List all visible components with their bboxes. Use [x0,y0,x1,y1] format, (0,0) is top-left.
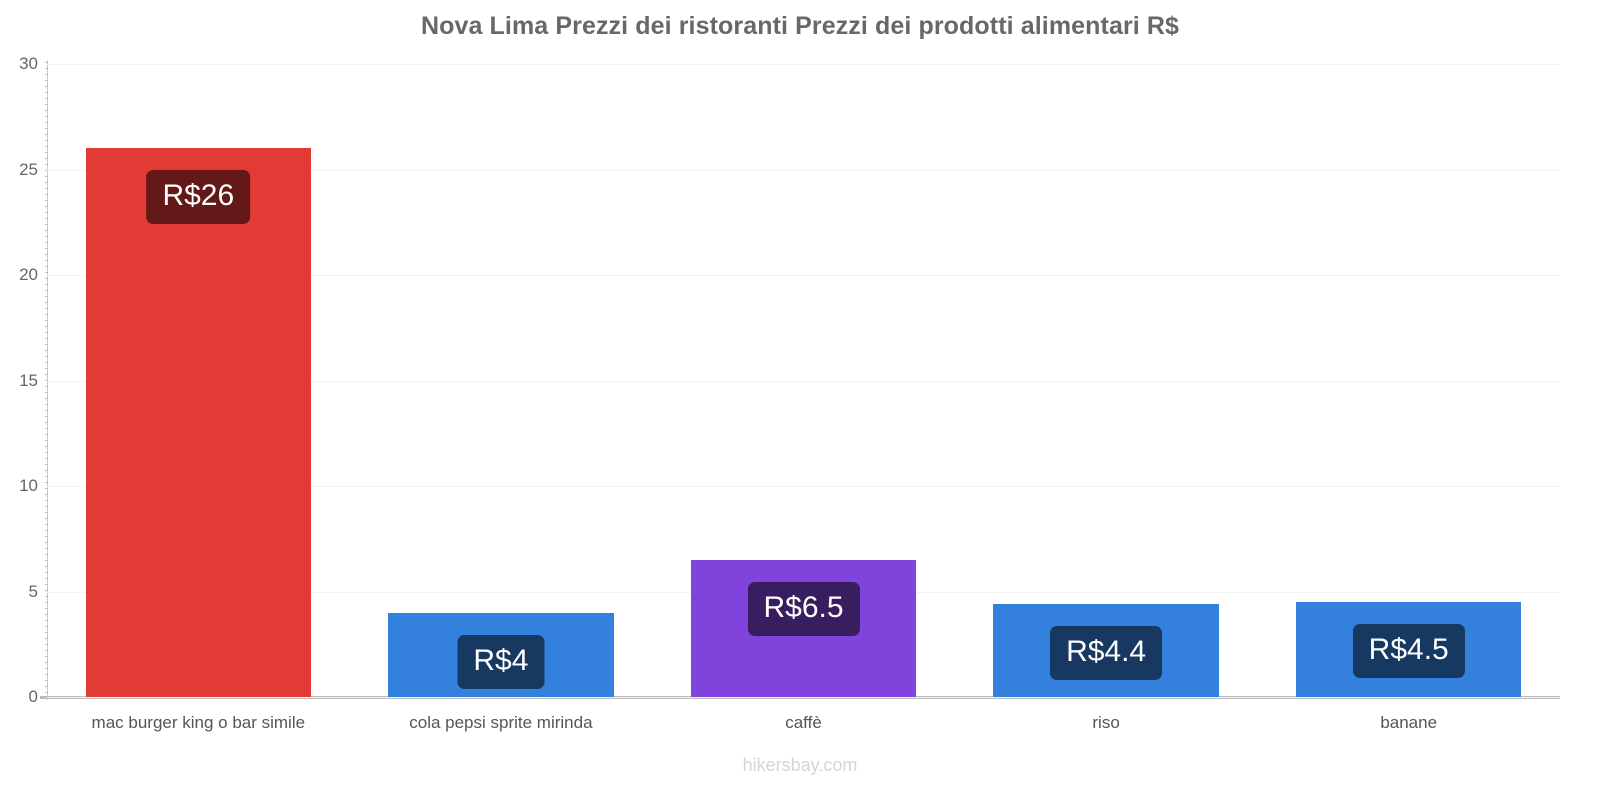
y-tick-label: 30 [19,54,38,73]
chart-title: Nova Lima Prezzi dei ristoranti Prezzi d… [420,12,1180,40]
bar-value-label: R$26 [146,170,251,225]
gridline-y-20 [47,275,1560,276]
y-tick-label: 15 [19,370,38,390]
source-watermark: hikersbay.com [742,755,858,775]
y-tick-label: 20 [19,265,38,284]
x-tick-label: caffè [785,713,822,732]
y-tick-label: 25 [19,159,38,179]
gridline-y-30 [47,64,1560,65]
bar-value-label: R$4.5 [1352,624,1465,679]
bar-value-label: R$6.5 [747,581,860,636]
y-tick-label: 0 [28,687,38,706]
x-tick-label: riso [1092,713,1120,732]
bar-value-label: R$4.4 [1050,626,1163,681]
gridline-y-25 [47,169,1560,171]
x-tick-label: cola pepsi sprite mirinda [409,713,593,732]
x-tick-label: mac burger king o bar simile [91,713,306,732]
gridline-y-15 [47,380,1560,382]
y-tick-label: 5 [28,581,38,601]
x-tick-label: banane [1380,713,1438,732]
y-axis-tick-marks [45,62,48,698]
bar[interactable] [85,148,311,697]
bar-value-label: R$4 [457,634,545,689]
gridline-y-10 [47,486,1560,487]
gridline-y-0 [47,697,1560,698]
y-tick-label: 10 [19,476,38,495]
